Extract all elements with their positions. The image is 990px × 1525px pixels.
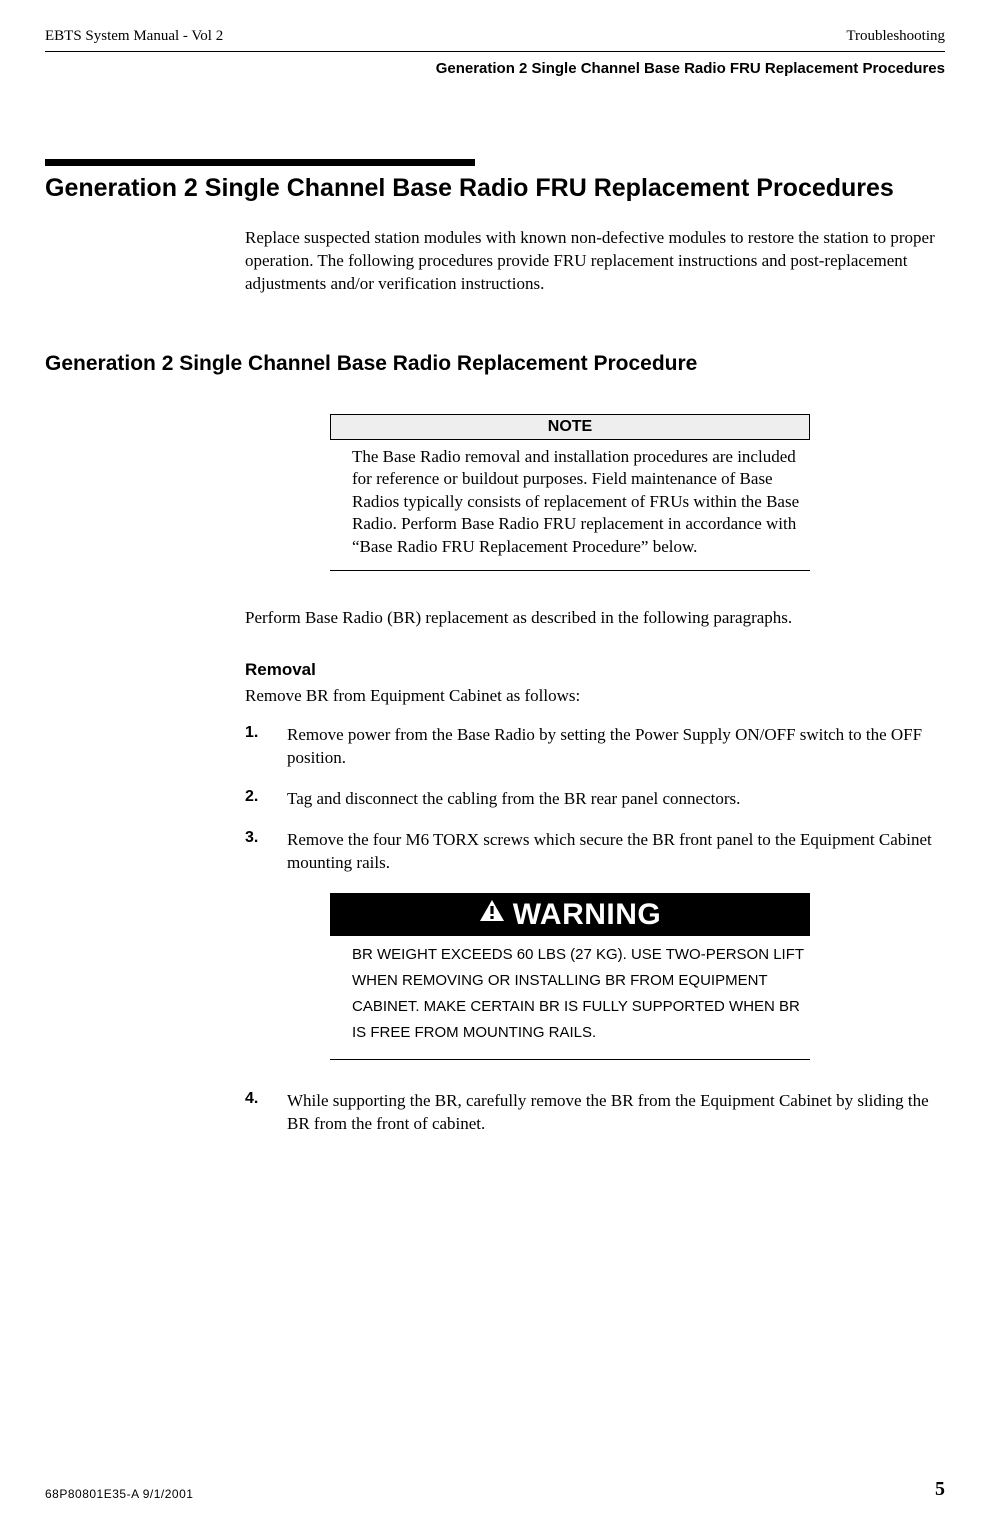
list-item: 2. Tag and disconnect the cabling from t… <box>245 788 937 811</box>
step-text: While supporting the BR, carefully remov… <box>287 1090 937 1136</box>
note-text: The Base Radio removal and installation … <box>330 440 810 558</box>
body-column-3: 4. While supporting the BR, carefully re… <box>245 1090 937 1136</box>
list-item: 1. Remove power from the Base Radio by s… <box>245 724 937 770</box>
footer-page-number: 5 <box>935 1478 945 1501</box>
warning-icon <box>479 896 505 930</box>
header-rule <box>45 51 945 52</box>
warning-block: WARNING BR WEIGHT EXCEEDS 60 LBS (27 KG)… <box>330 893 810 1060</box>
body-column: Replace suspected station modules with k… <box>245 227 937 296</box>
warning-label-text: WARNING <box>513 898 662 931</box>
list-item: 4. While supporting the BR, carefully re… <box>245 1090 937 1136</box>
step-number: 3. <box>245 829 287 875</box>
step-number: 2. <box>245 788 287 811</box>
footer: 68P80801E35-A 9/1/2001 5 <box>45 1478 945 1501</box>
note-rule <box>330 570 810 571</box>
runhead-left: EBTS System Manual - Vol 2 <box>45 28 223 45</box>
removal-lead: Remove BR from Equipment Cabinet as foll… <box>245 686 937 706</box>
step-text: Remove the four M6 TORX screws which sec… <box>287 829 937 875</box>
warning-label: WARNING <box>330 893 810 936</box>
section-lead: Perform Base Radio (BR) replacement as d… <box>245 607 937 630</box>
body-column-2: Perform Base Radio (BR) replacement as d… <box>245 607 937 875</box>
intro-paragraph: Replace suspected station modules with k… <box>245 227 937 296</box>
removal-heading: Removal <box>245 660 937 680</box>
list-item: 3. Remove the four M6 TORX screws which … <box>245 829 937 875</box>
runhead-right: Troubleshooting <box>846 28 945 45</box>
page-title: Generation 2 Single Channel Base Radio F… <box>45 174 945 203</box>
warning-rule <box>330 1059 810 1060</box>
removal-steps: 1. Remove power from the Base Radio by s… <box>245 724 937 875</box>
title-bar <box>45 159 475 166</box>
note-block: NOTE The Base Radio removal and installa… <box>330 414 810 571</box>
running-head: EBTS System Manual - Vol 2 Troubleshooti… <box>45 28 945 45</box>
note-label: NOTE <box>330 414 810 440</box>
removal-steps-cont: 4. While supporting the BR, carefully re… <box>245 1090 937 1136</box>
step-text: Tag and disconnect the cabling from the … <box>287 788 740 811</box>
warning-text: BR WEIGHT EXCEEDS 60 LBS (27 KG). USE TW… <box>330 936 810 1047</box>
page: EBTS System Manual - Vol 2 Troubleshooti… <box>0 0 990 1525</box>
section-heading: Generation 2 Single Channel Base Radio R… <box>45 352 945 376</box>
step-text: Remove power from the Base Radio by sett… <box>287 724 937 770</box>
step-number: 4. <box>245 1090 287 1136</box>
footer-left: 68P80801E35-A 9/1/2001 <box>45 1487 193 1501</box>
breadcrumb: Generation 2 Single Channel Base Radio F… <box>45 60 945 77</box>
step-number: 1. <box>245 724 287 770</box>
